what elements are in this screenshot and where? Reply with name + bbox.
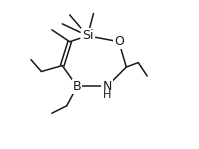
Text: O: O <box>114 35 124 48</box>
Text: N: N <box>102 80 112 93</box>
Text: H: H <box>103 90 111 100</box>
Text: B: B <box>73 80 81 93</box>
Text: Si: Si <box>82 29 93 42</box>
